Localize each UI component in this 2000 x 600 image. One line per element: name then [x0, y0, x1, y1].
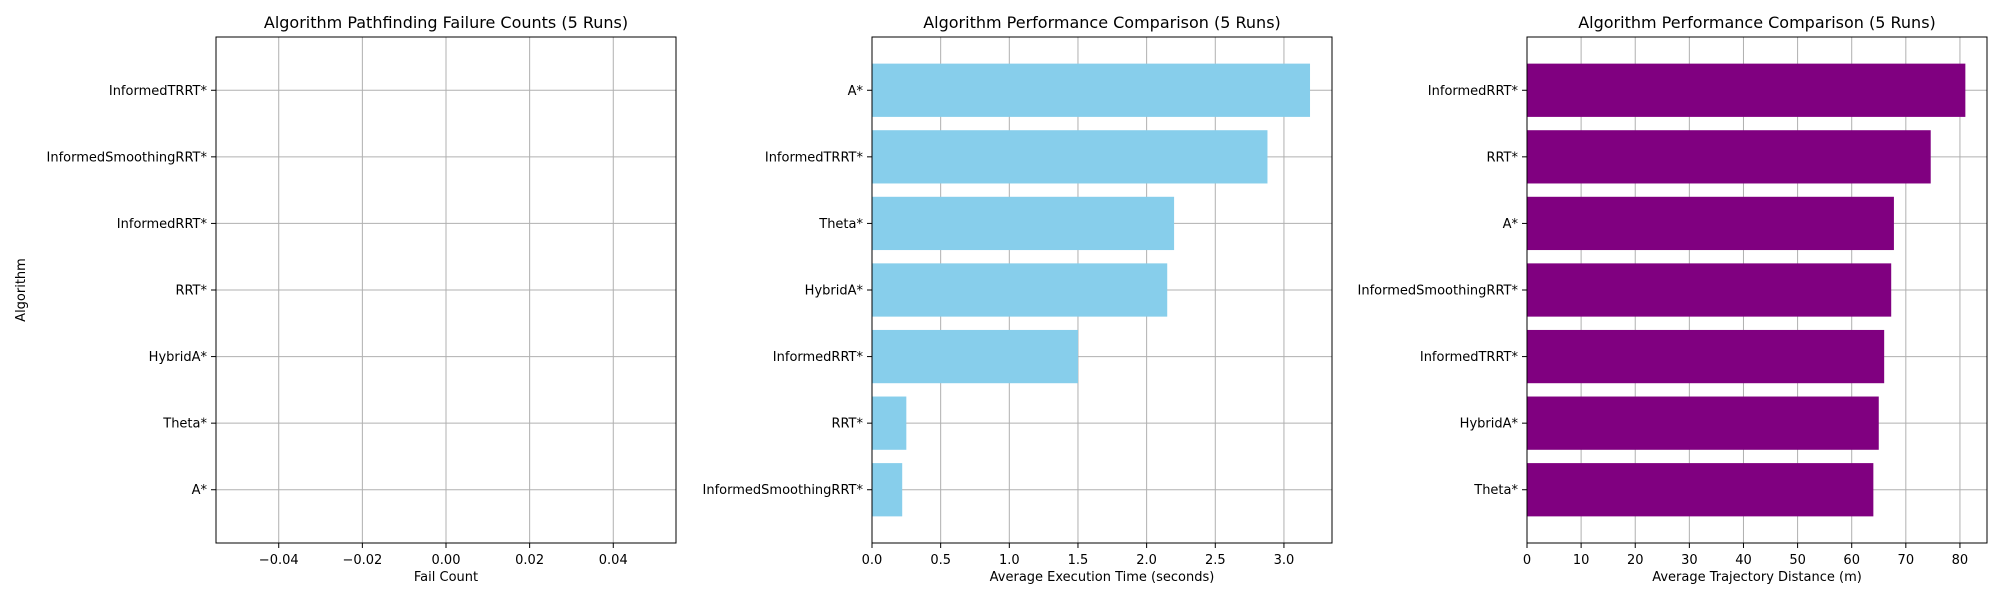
y-tick-label: A*	[848, 84, 864, 99]
y-tick-label: InformedSmoothingRRT*	[47, 150, 208, 165]
bar	[872, 329, 1078, 384]
y-tick-label: InformedTRRT*	[765, 150, 864, 165]
bar	[872, 63, 1311, 117]
x-tick-label: 1.5	[1068, 553, 1089, 568]
x-axis-label: Fail Count	[414, 570, 478, 585]
trajectory-distance-chart: 0 10 20 30 40 50 60 70 80 Theta* HybridA* InformedT…	[1358, 13, 1988, 585]
x-tick-label: 0.00	[432, 553, 461, 568]
x-tick-label: 1.0	[999, 553, 1020, 568]
chart-title: Algorithm Pathfinding Failure Counts (5 …	[264, 13, 628, 32]
y-tick-label: HybridA*	[149, 350, 208, 365]
bar	[1527, 396, 1879, 450]
y-tick-label: InformedSmoothingRRT*	[1358, 284, 1519, 299]
bar	[872, 396, 907, 450]
bar	[1527, 329, 1885, 384]
x-tick-label: 30	[1681, 553, 1698, 568]
x-tick-label: −0.04	[259, 553, 299, 568]
x-tick-label: 40	[1735, 553, 1752, 568]
bar	[1527, 263, 1892, 317]
y-tick-label: A*	[1503, 217, 1519, 232]
x-tick-label: 3.0	[1274, 553, 1295, 568]
y-tick-label: A*	[192, 483, 208, 498]
x-tick-label: 80	[1952, 553, 1969, 568]
y-tick-label: InformedRRT*	[773, 350, 864, 365]
x-tick-label: 20	[1627, 553, 1644, 568]
x-tick-label: 0.04	[599, 553, 628, 568]
y-tick-label: InformedSmoothingRRT*	[703, 483, 864, 498]
y-tick-label: HybridA*	[1460, 417, 1519, 432]
y-tick-label: RRT*	[831, 417, 863, 432]
y-tick-label: InformedTRRT*	[109, 84, 208, 99]
bar	[1527, 196, 1894, 251]
x-tick-label: 0.0	[862, 553, 883, 568]
x-tick-label: 2.0	[1136, 553, 1157, 568]
x-tick-label: 0	[1523, 553, 1531, 568]
bar	[1527, 63, 1966, 117]
bar	[872, 130, 1268, 184]
x-axis-label: Average Execution Time (seconds)	[990, 570, 1215, 585]
y-tick-label: InformedRRT*	[1428, 84, 1519, 99]
bar	[872, 463, 903, 517]
y-tick-label: InformedRRT*	[117, 217, 208, 232]
x-tick-label: 70	[1898, 553, 1915, 568]
x-tick-label: 0.5	[930, 553, 951, 568]
y-tick-label: RRT*	[1486, 150, 1518, 165]
bar	[1527, 130, 1931, 184]
x-tick-label: 60	[1843, 553, 1860, 568]
y-tick-label: HybridA*	[805, 284, 864, 299]
y-tick-label: Theta*	[162, 417, 207, 432]
x-tick-label: 50	[1789, 553, 1806, 568]
y-tick-label: RRT*	[175, 284, 207, 299]
x-tick-label: 10	[1573, 553, 1590, 568]
x-axis-label: Average Trajectory Distance (m)	[1652, 570, 1862, 585]
chart-title: Algorithm Performance Comparison (5 Runs…	[923, 13, 1281, 32]
y-tick-label: Theta*	[1473, 483, 1518, 498]
bar	[1527, 463, 1874, 517]
x-tick-label: −0.02	[342, 553, 382, 568]
y-tick-label: Theta*	[818, 217, 863, 232]
x-tick-label: 2.5	[1205, 553, 1226, 568]
y-axis-label: Algorithm	[14, 258, 29, 322]
bar	[872, 196, 1175, 251]
y-tick-label: InformedTRRT*	[1420, 350, 1519, 365]
chart-title: Algorithm Performance Comparison (5 Runs…	[1578, 13, 1936, 32]
failure-count-chart: −0.04 −0.02 0.00 0.02 0.04 A* Theta* HybridA* RR…	[14, 13, 677, 585]
execution-time-chart: 0.0 0.5 1.0 1.5 2.0 2.5 3.0 InformedSmoothingRR…	[703, 13, 1333, 585]
x-tick-label: 0.02	[515, 553, 544, 568]
bar	[872, 263, 1168, 317]
